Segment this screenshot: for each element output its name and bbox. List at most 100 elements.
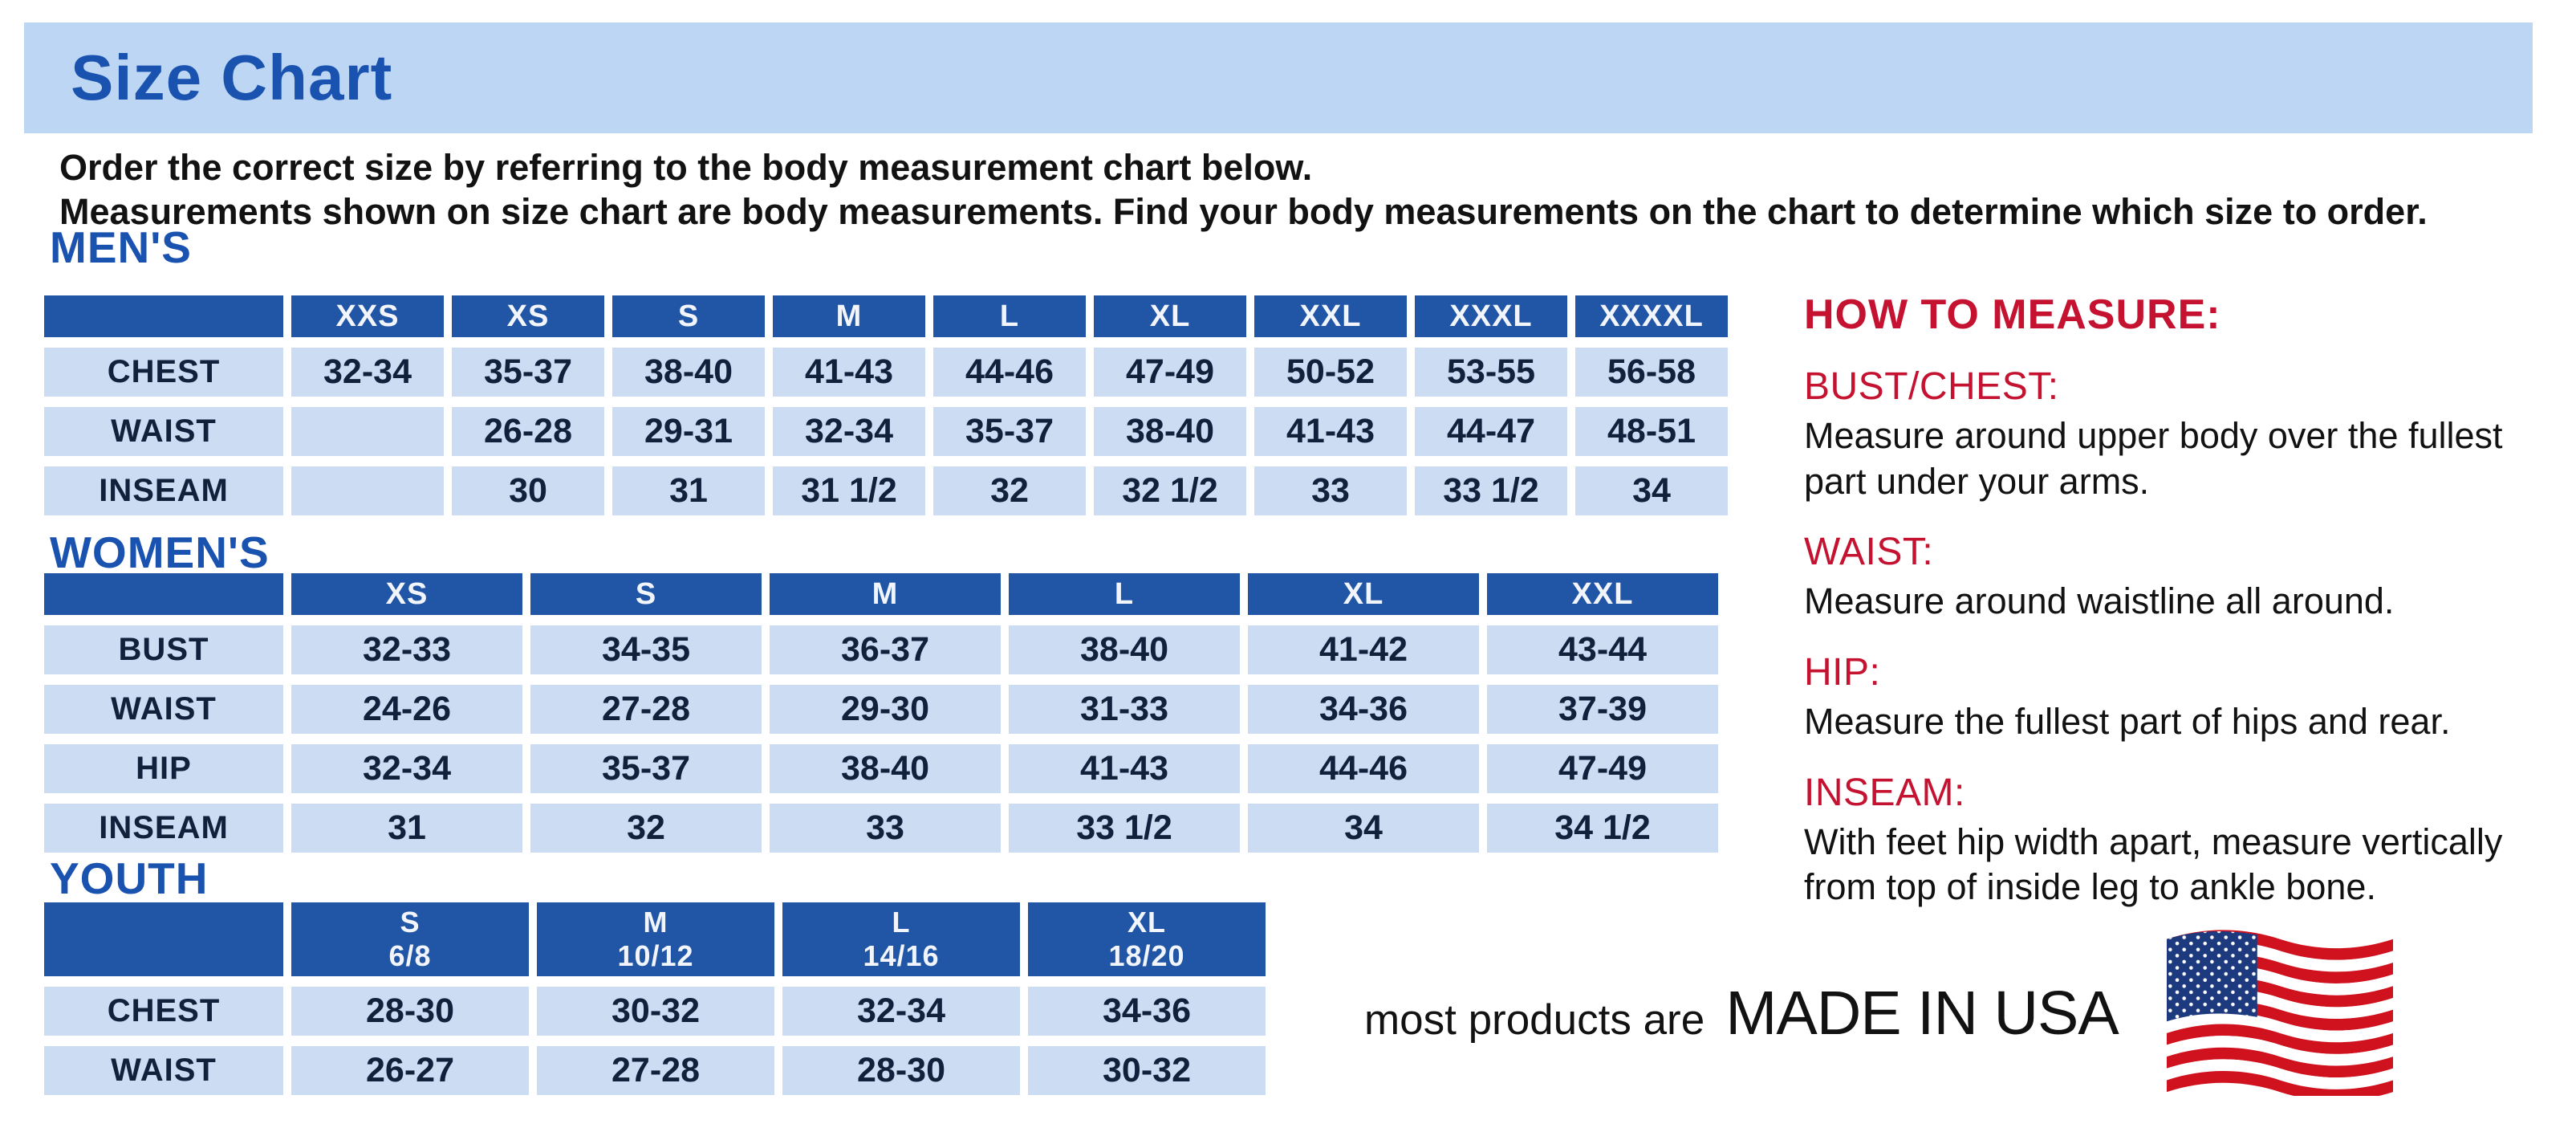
value-cell: 33 1/2 xyxy=(1415,466,1567,515)
value-cell: 34 xyxy=(1248,804,1479,853)
made-in-usa-prefix: most products are xyxy=(1364,996,1705,1044)
value-cell: 38-40 xyxy=(612,348,765,397)
how-to-measure-panel: HOW TO MEASURE: BUST/CHEST: Measure arou… xyxy=(1804,291,2566,910)
value-cell: 34-36 xyxy=(1248,685,1479,734)
value-cell: 30 xyxy=(452,466,604,515)
column-header-blank-cell xyxy=(44,902,283,976)
value-cell: 34-36 xyxy=(1028,987,1266,1036)
value-cell: 28-30 xyxy=(782,1046,1020,1095)
column-header-cell: S 6/8 xyxy=(291,902,529,976)
value-cell: 47-49 xyxy=(1487,744,1718,793)
value-cell: 34-35 xyxy=(530,625,762,674)
column-header-cell: M xyxy=(770,573,1001,615)
value-cell: 26-27 xyxy=(291,1046,529,1095)
column-header-cell: XXL xyxy=(1254,295,1407,337)
value-cell: 35-37 xyxy=(530,744,762,793)
intro-text: Order the correct size by referring to t… xyxy=(59,146,2428,234)
column-header-cell: M xyxy=(773,295,925,337)
measure-heading: INSEAM: xyxy=(1804,771,1965,814)
measure-section-inseam: INSEAM: With feet hip width apart, measu… xyxy=(1804,771,2566,910)
value-cell: 31 xyxy=(291,804,522,853)
value-cell: 43-44 xyxy=(1487,625,1718,674)
value-cell: 30-32 xyxy=(537,987,774,1036)
value-cell: 32-34 xyxy=(782,987,1020,1036)
row-label-cell: CHEST xyxy=(44,987,283,1036)
column-header-cell: XS xyxy=(291,573,522,615)
measure-heading: WAIST: xyxy=(1804,531,1934,574)
value-cell: 33 1/2 xyxy=(1009,804,1240,853)
column-header-cell: L 14/16 xyxy=(782,902,1020,976)
value-cell: 41-43 xyxy=(773,348,925,397)
measure-heading: HIP: xyxy=(1804,651,1881,694)
value-cell: 47-49 xyxy=(1094,348,1246,397)
row-label-cell: BUST xyxy=(44,625,283,674)
value-cell: 29-30 xyxy=(770,685,1001,734)
column-header-cell: XS xyxy=(452,295,604,337)
row-label-cell: INSEAM xyxy=(44,804,283,853)
column-header-blank-cell xyxy=(44,295,283,337)
value-cell: 41-43 xyxy=(1254,407,1407,456)
row-label-cell: INSEAM xyxy=(44,466,283,515)
value-cell: 56-58 xyxy=(1575,348,1728,397)
measure-text: Measure around waistline all around. xyxy=(1804,580,2395,622)
intro-line-2: Measurements shown on size chart are bod… xyxy=(59,190,2428,232)
page-title: Size Chart xyxy=(71,42,393,113)
measure-section-waist: WAIST: Measure around waistline all arou… xyxy=(1804,530,2566,625)
row-label-cell: WAIST xyxy=(44,407,283,456)
usa-flag-icon xyxy=(2167,930,2393,1096)
measure-text: Measure around upper body over the fulle… xyxy=(1804,415,2503,502)
measure-text: With feet hip width apart, measure verti… xyxy=(1804,820,2503,908)
value-cell: 50-52 xyxy=(1254,348,1407,397)
value-cell: 24-26 xyxy=(291,685,522,734)
column-header-cell: XXL xyxy=(1487,573,1718,615)
value-cell: 33 xyxy=(1254,466,1407,515)
value-cell: 41-42 xyxy=(1248,625,1479,674)
value-cell: 37-39 xyxy=(1487,685,1718,734)
value-cell: 31-33 xyxy=(1009,685,1240,734)
value-cell: 33 xyxy=(770,804,1001,853)
mens-section-heading: MEN'S xyxy=(50,222,192,272)
value-cell: 26-28 xyxy=(452,407,604,456)
column-header-cell: S xyxy=(530,573,762,615)
column-header-cell: XXS xyxy=(291,295,444,337)
value-cell: 32 xyxy=(933,466,1086,515)
column-header-cell: XL 18/20 xyxy=(1028,902,1266,976)
value-cell: 31 1/2 xyxy=(773,466,925,515)
value-cell: 34 1/2 xyxy=(1487,804,1718,853)
womens-size-table: XS S M L XL XXL BUST 32-33 34-35 36-37 38-40 41-42 4… xyxy=(44,573,1718,853)
value-cell xyxy=(291,407,444,456)
column-header-blank-cell xyxy=(44,573,283,615)
column-header-cell: M 10/12 xyxy=(537,902,774,976)
value-cell: 44-47 xyxy=(1415,407,1567,456)
how-to-measure-title: HOW TO MEASURE: xyxy=(1804,291,2221,338)
measure-section-bust-chest: BUST/CHEST: Measure around upper body ov… xyxy=(1804,364,2566,504)
column-header-cell: XXXXL xyxy=(1575,295,1728,337)
value-cell: 32-34 xyxy=(773,407,925,456)
value-cell: 30-32 xyxy=(1028,1046,1266,1095)
row-label-cell: CHEST xyxy=(44,348,283,397)
value-cell: 27-28 xyxy=(530,685,762,734)
value-cell: 35-37 xyxy=(933,407,1086,456)
measure-text: Measure the fullest part of hips and rea… xyxy=(1804,701,2451,743)
column-header-cell: XL xyxy=(1094,295,1246,337)
value-cell xyxy=(291,466,444,515)
value-cell: 32-34 xyxy=(291,744,522,793)
value-cell: 36-37 xyxy=(770,625,1001,674)
value-cell: 48-51 xyxy=(1575,407,1728,456)
row-label-cell: WAIST xyxy=(44,1046,283,1095)
value-cell: 38-40 xyxy=(770,744,1001,793)
value-cell: 38-40 xyxy=(1094,407,1246,456)
womens-section-heading: WOMEN'S xyxy=(50,527,270,577)
row-label-cell: WAIST xyxy=(44,685,283,734)
value-cell: 28-30 xyxy=(291,987,529,1036)
value-cell: 31 xyxy=(612,466,765,515)
value-cell: 38-40 xyxy=(1009,625,1240,674)
column-header-cell: XXXL xyxy=(1415,295,1567,337)
value-cell: 32 xyxy=(530,804,762,853)
row-label-cell: HIP xyxy=(44,744,283,793)
value-cell: 29-31 xyxy=(612,407,765,456)
value-cell: 27-28 xyxy=(537,1046,774,1095)
mens-size-table: XXS XS S M L XL XXL XXXL XXXXL CHEST 32-34 35-37 38-… xyxy=(44,295,1728,515)
column-header-cell: XL xyxy=(1248,573,1479,615)
